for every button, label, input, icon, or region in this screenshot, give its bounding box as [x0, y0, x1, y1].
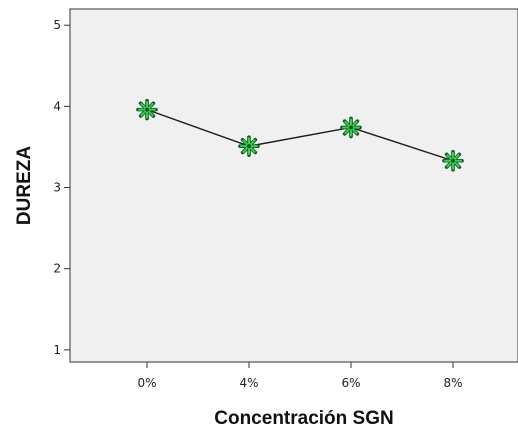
series-line	[146, 108, 454, 162]
y-axis-title: DUREZA	[14, 146, 35, 225]
x-tick-label: 4%	[239, 376, 258, 390]
x-tick-label: 6%	[341, 376, 360, 390]
data-point-marker	[136, 98, 158, 121]
x-tick-label: 8%	[443, 376, 462, 390]
y-tick-label: 4	[53, 99, 61, 113]
x-axis-title: Concentración SGN	[214, 408, 393, 429]
x-tick-label: 0%	[137, 376, 156, 390]
y-tick-label: 5	[53, 18, 61, 32]
y-tick-label: 1	[53, 343, 61, 357]
data-point-marker	[340, 116, 362, 139]
plot-area	[69, 8, 518, 363]
y-tick-label: 2	[53, 262, 61, 276]
data-markers	[136, 98, 464, 172]
data-point-marker	[238, 135, 260, 157]
data-point-marker	[442, 149, 464, 172]
y-tick-label: 3	[53, 181, 61, 195]
y-axis-ticks: 1 2 3 4 5	[53, 18, 70, 357]
x-axis-ticks: 0% 4% 6% 8%	[137, 362, 463, 390]
